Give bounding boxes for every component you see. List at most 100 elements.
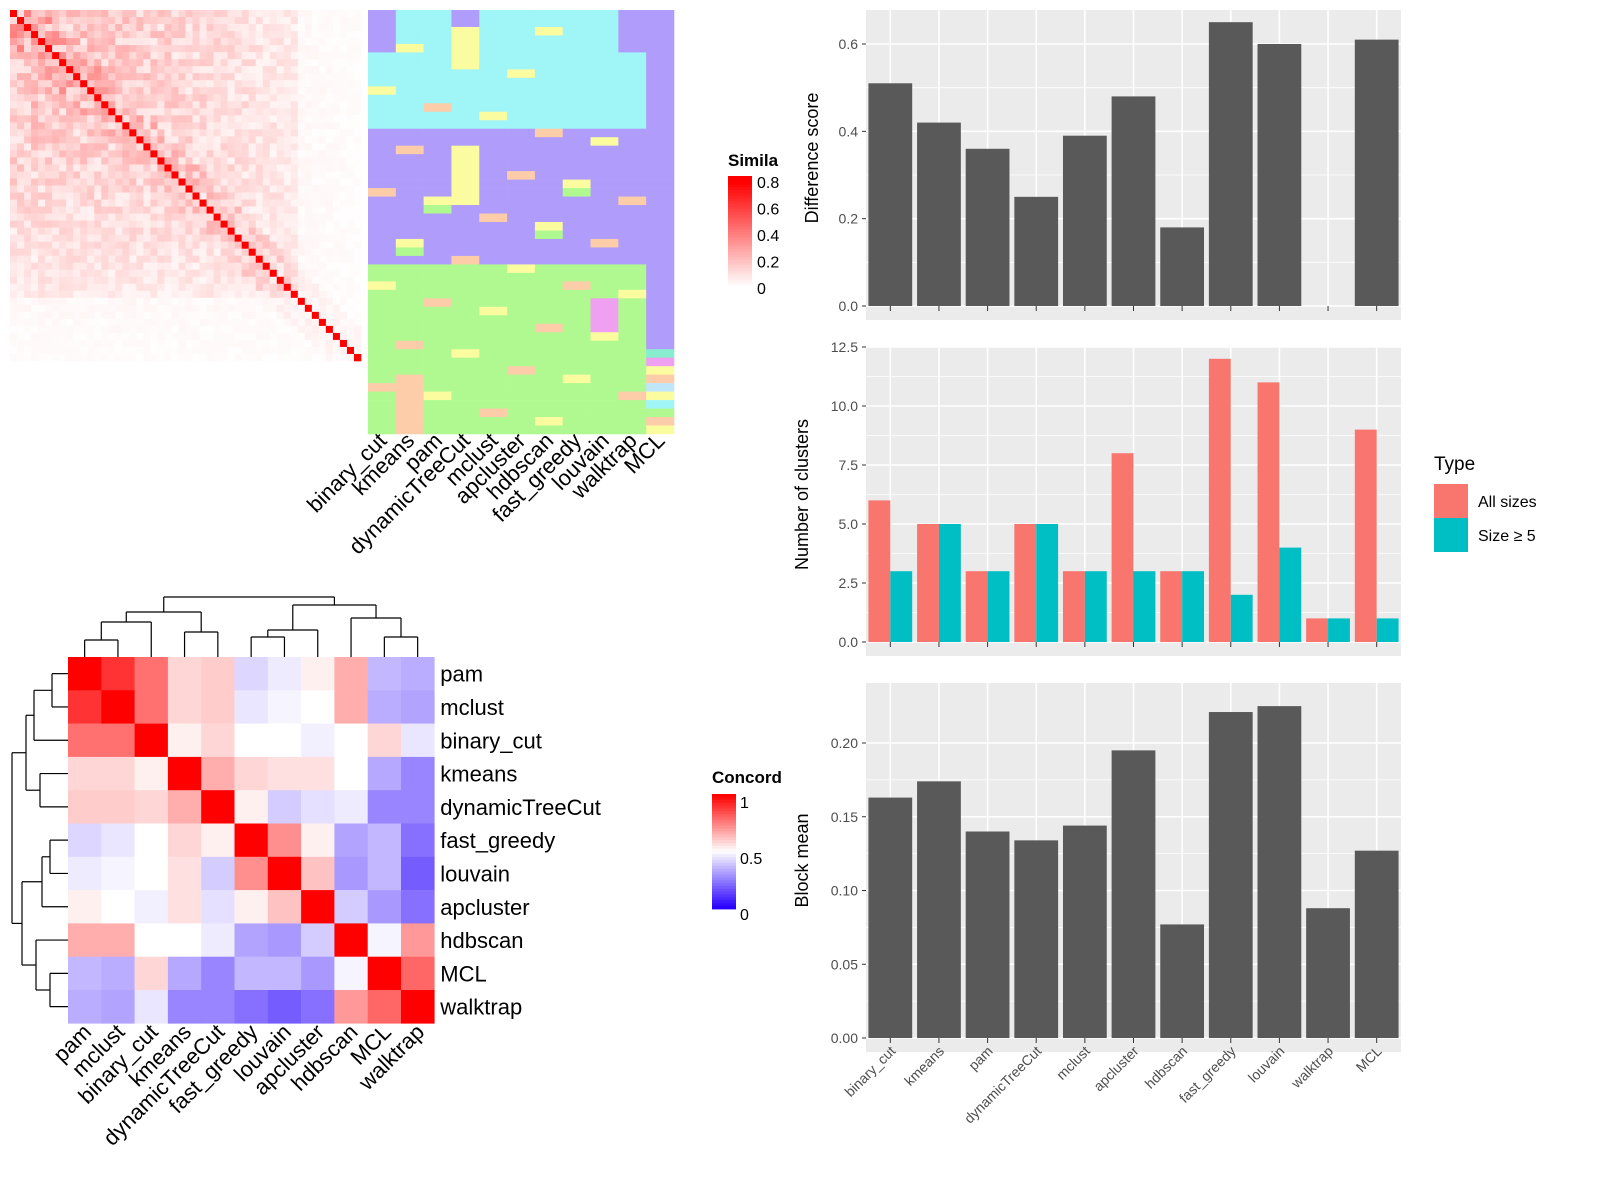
assignment-cell [590,26,619,36]
similarity-cell [24,150,32,158]
similarity-cell [220,332,228,341]
similarity-cell [283,297,292,306]
similarity-cell [94,10,102,18]
similarity-cell [178,143,186,151]
similarity-cell [115,311,123,320]
similarity-cell [185,80,193,88]
similarity-cell [150,94,158,102]
similarity-cell [311,122,320,130]
similarity-cell [283,59,292,67]
assignment-cell [646,171,675,180]
similarity-cell [332,311,341,320]
similarity-cell [276,73,285,81]
assignment-cell [451,391,480,401]
similarity-cell [101,206,109,214]
assignment-cell [423,26,452,36]
similarity-cell [31,227,39,235]
similarity-cell [185,290,193,299]
concordance-cell [367,790,402,824]
similarity-cell [150,241,158,249]
similarity-cell [241,248,249,256]
similarity-cell [241,73,249,81]
assignment-cell [507,43,536,53]
similarity-cell [304,66,313,74]
legend-gradient-step [728,248,752,252]
similarity-cell [213,150,221,158]
similarity-cell [206,66,214,74]
similarity-cell [129,290,137,299]
similarity-cell [136,353,144,362]
similarity-cell [255,192,264,200]
similarity-cell [45,94,53,102]
similarity-cell [318,290,327,299]
assignment-cell [395,52,424,62]
similarity-cell [304,213,313,221]
legend-gradient-step [728,209,752,213]
assignment-cell [395,128,424,138]
similarity-cell [227,136,235,144]
assignment-cell [368,298,397,308]
similarity-cell [199,38,207,46]
legend-tick: 0.8 [757,175,779,192]
concordance-cell [401,657,435,691]
similarity-cell [255,332,264,341]
similarity-cell [164,206,172,214]
assignment-cell [479,425,508,435]
assignment-cell [479,391,508,401]
concordance-cell [201,690,235,724]
similarity-cell [220,80,228,88]
similarity-cell [346,122,355,130]
similarity-cell [234,73,242,81]
similarity-cell [192,311,200,320]
similarity-cell [199,206,207,214]
similarity-cell [31,346,39,355]
similarity-cell [80,346,88,355]
assignment-cell [618,315,647,325]
similarity-cell [213,234,221,242]
assignment-cell [534,128,564,138]
similarity-cell [150,17,158,25]
similarity-cell [290,199,299,207]
assignment-cell [507,26,536,36]
similarity-cell [255,276,264,285]
similarity-cell [31,38,39,46]
similarity-cell [157,101,165,109]
similarity-cell [45,17,53,25]
similarity-cell [346,66,355,74]
assignment-cell [423,77,452,87]
assignment-cell [479,26,508,36]
similarity-cell [59,66,67,74]
assignment-cell [590,137,619,146]
similarity-cell [178,24,186,32]
concordance-cell [68,856,102,891]
similarity-cell [157,171,165,179]
similarity-cell [38,262,46,271]
y-axis-title: Difference score [802,93,822,224]
similarity-cell [108,143,116,151]
similarity-cell [52,192,60,200]
similarity-cell [241,206,249,214]
similarity-cell [108,17,116,25]
similarity-cell [255,101,264,109]
similarity-cell [150,80,158,88]
assignment-cell [395,255,424,265]
assignment-cell [618,137,647,146]
assignment-cell [368,281,397,291]
similarity-cell [115,24,123,32]
similarity-cell [38,122,46,130]
assignment-cell [479,374,508,384]
similarity-cell [66,52,74,60]
similarity-cell [108,318,116,327]
concordance-cell [68,990,102,1024]
similarity-cell [10,150,18,158]
similarity-cell [213,171,221,179]
concordance-cell [267,690,302,724]
similarity-cell [220,290,228,299]
similarity-cell [178,94,186,102]
similarity-cell [80,206,88,214]
assignment-cell [618,272,647,282]
similarity-cell [332,248,341,256]
assignment-cell [479,69,508,79]
similarity-cell [269,290,278,299]
assignment-cell [479,196,508,206]
